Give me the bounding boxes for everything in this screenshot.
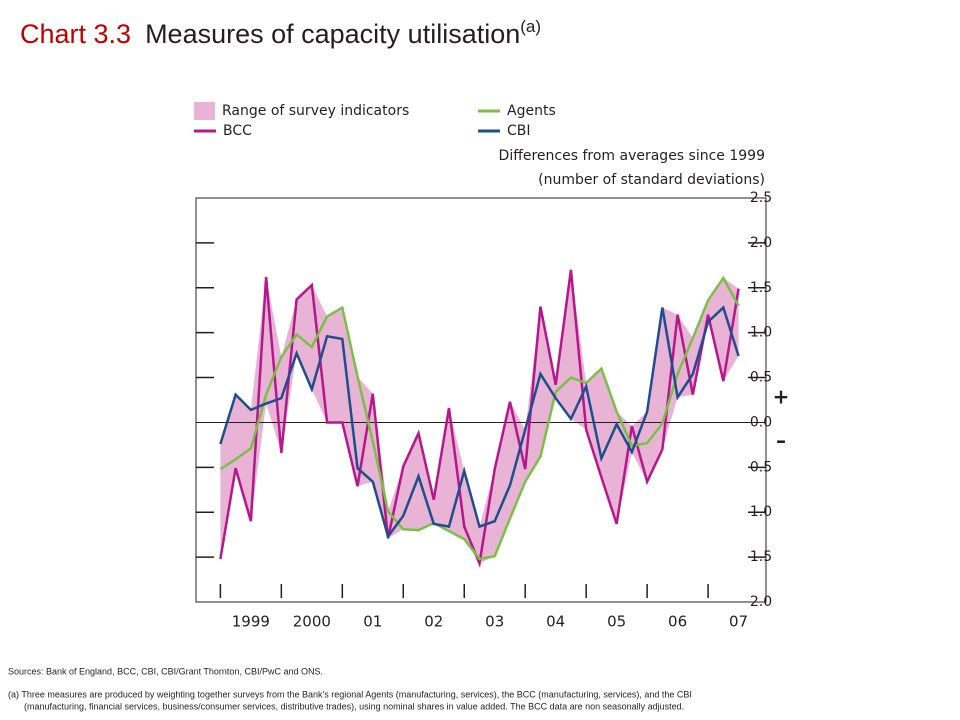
footnote: (manufacturing, financial services, busi… [24, 701, 684, 711]
legend-label: CBI [507, 123, 531, 139]
title-prefix: Chart 3.3 [20, 19, 131, 49]
legend-label: Agents [507, 103, 556, 119]
x-tick-label: 2000 [293, 613, 331, 631]
legend-swatch [194, 102, 215, 120]
y-tick-label: 2.5 [750, 190, 772, 206]
title-main: Measures of capacity utilisation [145, 19, 520, 49]
y-tick-label: 2.0 [750, 594, 772, 610]
x-tick-label: 03 [485, 613, 504, 631]
plus-sign: + [773, 385, 790, 409]
title-note: (a) [520, 17, 541, 36]
chart-title: Chart 3.3 Measures of capacity utilisatio… [20, 17, 541, 49]
x-tick-label: 01 [363, 613, 382, 631]
x-tick-label: 05 [607, 613, 626, 631]
legend-label: Range of survey indicators [222, 103, 409, 119]
y-axis-label: Differences from averages since 1999 [499, 148, 765, 164]
x-tick-label: 02 [424, 613, 443, 631]
plot-frame [195, 197, 767, 603]
series-line [219, 305, 740, 540]
footnote: (a) Three measures are produced by weigh… [8, 689, 692, 699]
series-line [219, 275, 740, 561]
x-tick-label: 1999 [232, 613, 270, 631]
series-line [219, 269, 740, 568]
x-tick-label: 04 [546, 613, 565, 631]
legend-label: BCC [223, 123, 252, 139]
x-tick-label: 06 [668, 613, 687, 631]
sources: Sources: Bank of England, BCC, CBI, CBI/… [8, 666, 323, 676]
minus-sign: – [776, 429, 786, 453]
x-tick-label: 07 [729, 613, 748, 631]
y-axis-label: (number of standard deviations) [538, 172, 765, 188]
